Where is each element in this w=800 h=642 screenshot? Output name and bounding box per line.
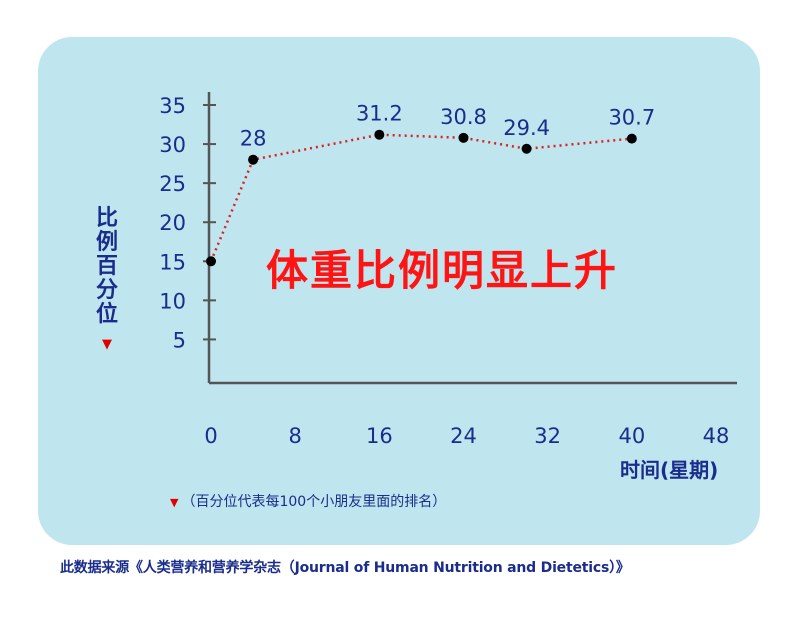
x-tick-label: 32 [534, 424, 561, 448]
y-axis-marker-icon: ▼ [102, 337, 112, 352]
data-source: 此数据来源《人类营养和营养学杂志（Journal of Human Nutrit… [60, 560, 630, 576]
x-tick-label: 40 [618, 424, 645, 448]
data-point [626, 133, 637, 144]
chart-card [38, 37, 760, 545]
series-line [209, 133, 632, 262]
data-point [248, 154, 259, 165]
data-label: 29.4 [503, 116, 550, 140]
percentile-note: ▼ （百分位代表每100个小朋友里面的排名） [170, 491, 446, 511]
y-tick-label: 10 [159, 289, 186, 313]
y-tick-label: 5 [173, 328, 186, 352]
y-axis-label-text: 比例百分位 [95, 206, 118, 327]
note-text: （百分位代表每100个小朋友里面的排名） [181, 494, 447, 510]
x-tick-label: 16 [366, 424, 393, 448]
data-point [458, 132, 469, 143]
x-tick-label: 8 [288, 424, 301, 448]
y-axis-label: 比例百分位 ▼ [93, 207, 121, 357]
y-tick-label: 15 [159, 250, 186, 274]
x-tick-label: 48 [703, 424, 730, 448]
chart-headline: 体重比例明显上升 [266, 246, 619, 295]
data-label: 31.2 [356, 102, 403, 126]
x-tick-label: 0 [204, 424, 217, 448]
data-point [206, 256, 216, 267]
data-label: 30.8 [440, 105, 487, 129]
data-label: 30.7 [608, 106, 655, 130]
y-tick-label: 30 [159, 133, 186, 157]
note-marker-icon: ▼ [170, 496, 179, 509]
data-point [374, 129, 385, 140]
y-tick-label: 20 [159, 211, 186, 235]
x-axis-label: 时间(星期) [620, 458, 719, 482]
data-point [521, 143, 532, 154]
data-label: 28 [240, 127, 267, 151]
x-tick-label: 24 [450, 424, 477, 448]
y-tick-label: 25 [159, 172, 186, 196]
y-tick-label: 35 [159, 94, 186, 118]
